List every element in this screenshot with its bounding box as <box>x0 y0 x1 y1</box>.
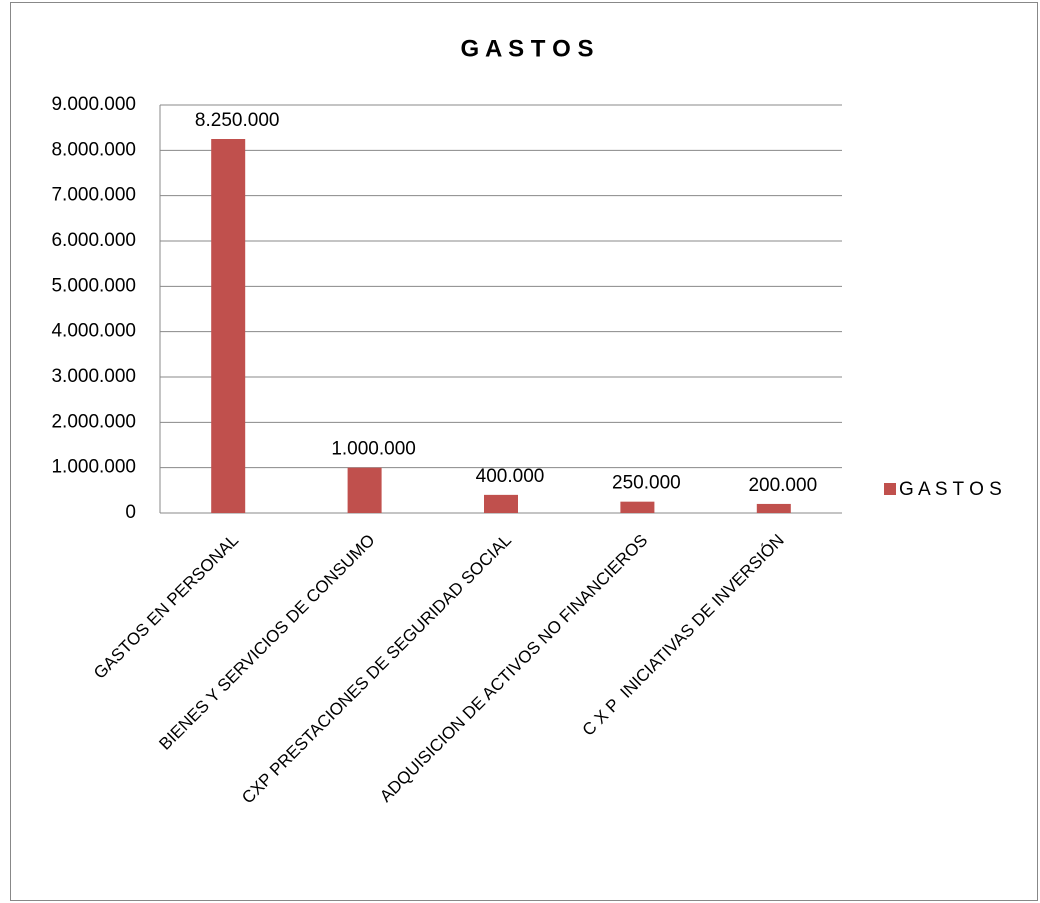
data-label: 200.000 <box>748 475 817 496</box>
bar <box>620 501 655 513</box>
data-label: 250.000 <box>612 473 681 494</box>
bar <box>347 467 382 513</box>
bar <box>756 503 791 513</box>
data-label: 1.000.000 <box>331 439 416 460</box>
bar <box>211 139 246 513</box>
y-tick-label: 6.000.000 <box>51 230 136 251</box>
legend-label: G A S T O S <box>899 479 1002 500</box>
chart-border <box>10 2 1038 901</box>
data-label: 400.000 <box>476 466 545 487</box>
y-tick-label: 8.000.000 <box>51 139 136 160</box>
y-tick-label: 2.000.000 <box>51 411 136 432</box>
y-tick-label: 5.000.000 <box>51 275 136 296</box>
y-tick-label: 4.000.000 <box>51 321 136 342</box>
y-tick-label: 0 <box>125 502 136 523</box>
data-label: 8.250.000 <box>195 110 280 131</box>
y-tick-label: 1.000.000 <box>51 457 136 478</box>
legend-swatch <box>884 483 896 495</box>
chart-title: G A S T O S <box>461 35 594 62</box>
y-tick-label: 9.000.000 <box>51 94 136 115</box>
y-tick-label: 7.000.000 <box>51 185 136 206</box>
bar <box>484 494 518 513</box>
y-tick-label: 3.000.000 <box>51 366 136 387</box>
